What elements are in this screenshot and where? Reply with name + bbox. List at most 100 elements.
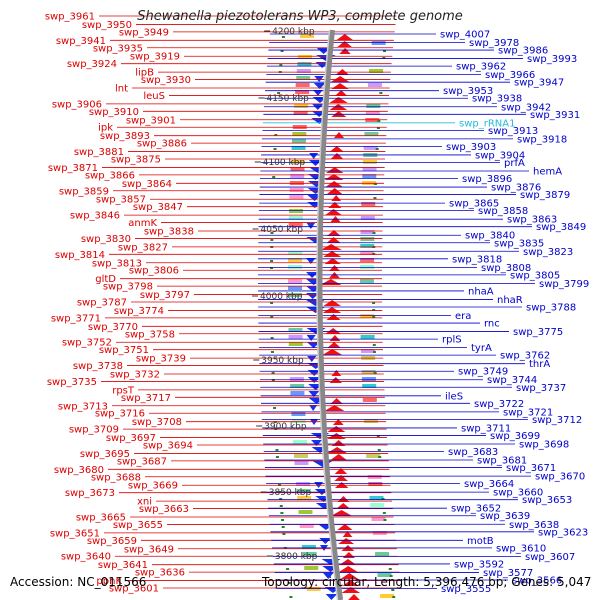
gene-label-minus-swp-3680: swp_3680 — [54, 465, 104, 476]
gene-arrow-plus — [306, 342, 321, 348]
gene-arrow-minus — [331, 83, 349, 89]
gene-arrow-minus — [348, 594, 360, 600]
cog-stripe-minus — [365, 111, 380, 115]
gene-arrow-minus — [322, 349, 343, 355]
tick-label: 3800 kbp — [275, 552, 318, 562]
tick-label: 4150 kbp — [266, 94, 309, 104]
gene-arrow-minus — [322, 307, 342, 313]
tick-label: 3900 kbp — [264, 422, 307, 432]
gene-arrow-minus — [329, 265, 340, 271]
gene-label-plus-swp-3858: swp_3858 — [478, 206, 528, 217]
cog-stripe-minus — [363, 146, 378, 150]
feature-mark-minus — [381, 498, 385, 500]
gene-label-plus-swp-3711: swp_3711 — [461, 423, 511, 434]
gene-arrow-minus — [326, 314, 341, 320]
gene-arrow-plus — [323, 573, 334, 579]
gene-arrow-minus — [342, 580, 359, 586]
feature-mark-minus — [372, 302, 376, 304]
gene-arrow-plus — [313, 83, 326, 89]
gene-label-minus-swp-3950: swp_3950 — [82, 20, 132, 31]
cog-stripe-plus — [288, 335, 303, 339]
gene-label-minus-swp-3827: swp_3827 — [118, 242, 168, 253]
gene-arrow-plus — [308, 160, 323, 166]
gene-label-plus-swp-3788: swp_3788 — [526, 302, 576, 313]
cog-stripe-plus — [295, 90, 310, 94]
gene-arrow-minus — [329, 146, 345, 152]
gene-label-minus-swp-3930: swp_3930 — [141, 75, 191, 86]
feature-mark-minus — [372, 344, 376, 346]
gene-label-plus-hema: hemA — [533, 166, 562, 177]
gene-label-minus-rpst: rpsT — [112, 385, 135, 396]
gene-arrow-minus — [337, 524, 353, 530]
feature-mark-plus — [287, 582, 291, 584]
topology-text: Topology: circular, Length: 5,396,476 bp… — [262, 575, 592, 589]
gene-label-minus-swp-3694: swp_3694 — [143, 441, 193, 452]
feature-mark-plus — [281, 519, 285, 521]
gene-label-minus-swp-3941: swp_3941 — [56, 36, 106, 47]
gene-label-plus-swp-3607: swp_3607 — [525, 552, 575, 563]
gene-label-minus-anmk: anmK — [128, 218, 157, 229]
cog-stripe-plus — [290, 167, 305, 171]
gene-label-minus-swp-3695: swp_3695 — [80, 449, 130, 460]
gene-label-plus-swp-4007: swp_4007 — [440, 30, 490, 41]
gene-arrow-minus — [320, 279, 342, 285]
cog-stripe-plus — [289, 377, 304, 381]
feature-mark-minus — [391, 589, 395, 591]
gene-label-plus-swp-3610: swp_3610 — [496, 543, 546, 554]
gene-arrow-minus — [340, 573, 359, 579]
gene-label-plus-swp-3722: swp_3722 — [474, 399, 524, 410]
cog-stripe-minus — [370, 503, 385, 507]
gene-label-plus-swp-3712: swp_3712 — [532, 415, 582, 426]
gene-label-minus-swp-3910: swp_3910 — [89, 107, 139, 118]
cog-stripe-minus — [360, 314, 375, 318]
gene-arrow-minus — [327, 447, 347, 453]
feature-mark-plus — [270, 267, 274, 269]
cog-stripe-plus — [288, 223, 303, 227]
gene-arrow-minus — [326, 237, 341, 243]
gene-label-minus-swp-3716: swp_3716 — [95, 409, 145, 420]
gene-label-minus-swp-3641: swp_3641 — [98, 560, 148, 571]
gene-label-minus-swp-3871: swp_3871 — [48, 163, 98, 174]
accession-text: Accession: NC_011566 — [10, 575, 147, 589]
gene-label-minus-swp-3649: swp_3649 — [124, 544, 174, 555]
cog-stripe-minus — [371, 41, 386, 45]
cog-stripe-plus — [301, 545, 316, 549]
cog-stripe-minus — [362, 398, 377, 402]
backbone-inner-line — [316, 29, 339, 600]
gene-label-plus-swp-3744: swp_3744 — [487, 375, 537, 386]
gene-label-plus-swp-3938: swp_3938 — [472, 94, 522, 105]
feature-mark-minus — [377, 120, 381, 122]
gene-arrow-minus — [336, 34, 353, 40]
gene-label-plus-swp-3749: swp_3749 — [458, 367, 508, 378]
gene-arrow-plus — [314, 76, 324, 82]
feature-mark-plus — [270, 316, 274, 318]
tick-label: 4200 kbp — [272, 27, 315, 37]
cog-stripe-minus — [362, 160, 377, 164]
cog-stripe-minus — [363, 419, 378, 423]
feature-mark-plus — [282, 533, 286, 535]
cog-stripe-plus — [293, 440, 308, 444]
gene-label-minus-swp-3659: swp_3659 — [87, 536, 137, 547]
gene-arrow-plus — [309, 405, 318, 411]
feature-mark-minus — [389, 575, 393, 577]
cog-stripe-minus — [375, 552, 390, 556]
gene-label-minus-swp-3738: swp_3738 — [73, 361, 123, 372]
cog-stripe-plus — [298, 55, 313, 59]
feature-mark-plus — [280, 50, 284, 52]
feature-mark-minus — [378, 456, 382, 458]
gene-label-minus-swp-3949: swp_3949 — [119, 27, 169, 38]
gene-arrow-plus — [313, 90, 323, 96]
gene-label-plus-swp-3555: swp_3555 — [441, 584, 491, 595]
cog-stripe-plus — [291, 412, 306, 416]
feature-mark-plus — [289, 596, 293, 598]
gene-arrow-minus — [339, 48, 351, 54]
tick-label: 3950 kbp — [261, 356, 304, 366]
cog-stripe-plus — [291, 146, 306, 150]
gene-label-plus-swp-3840: swp_3840 — [465, 231, 515, 242]
gene-arrow-minus — [338, 538, 355, 544]
cog-stripe-plus — [293, 111, 308, 115]
gene-label-plus-swp-3698: swp_3698 — [519, 439, 569, 450]
gene-label-minus-swp-3847: swp_3847 — [133, 202, 183, 213]
gene-arrow-plus — [308, 391, 320, 397]
cog-stripe-plus — [299, 34, 314, 38]
